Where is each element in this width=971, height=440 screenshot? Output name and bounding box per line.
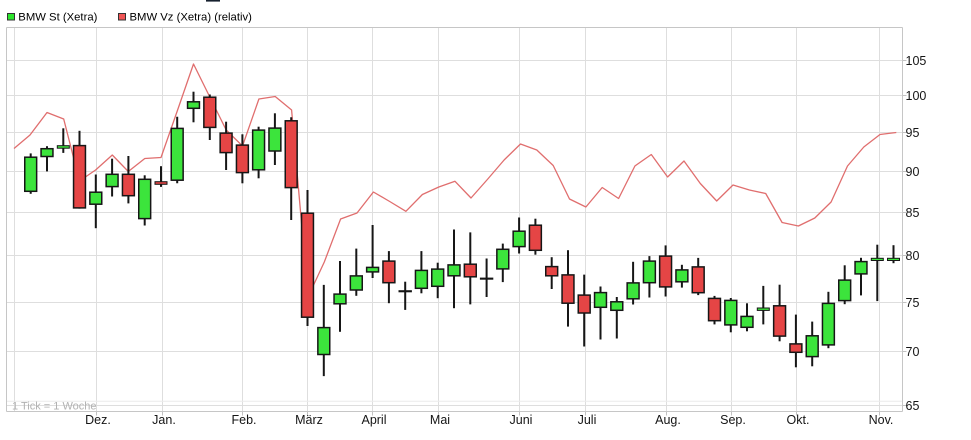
svg-text:BMW St (Xetra): BMW St (Xetra) xyxy=(18,11,97,23)
svg-text:März: März xyxy=(295,413,323,427)
svg-text:Okt.: Okt. xyxy=(787,413,810,427)
svg-text:Feb.: Feb. xyxy=(231,413,256,427)
svg-text:65: 65 xyxy=(906,399,920,413)
svg-text:BMW Vz (Xetra) (relativ): BMW Vz (Xetra) (relativ) xyxy=(130,11,253,23)
svg-text:100: 100 xyxy=(906,89,927,103)
svg-text:95: 95 xyxy=(906,126,920,140)
svg-text:Aug.: Aug. xyxy=(655,413,681,427)
svg-text:April: April xyxy=(361,413,386,427)
svg-text:Mai: Mai xyxy=(430,413,450,427)
svg-text:Juli: Juli xyxy=(578,413,597,427)
svg-text:Juni: Juni xyxy=(510,413,533,427)
svg-text:Sep.: Sep. xyxy=(720,413,746,427)
svg-text:90: 90 xyxy=(906,165,920,179)
svg-text:70: 70 xyxy=(906,345,920,359)
svg-text:Dez.: Dez. xyxy=(85,413,111,427)
svg-text:105: 105 xyxy=(906,54,927,68)
svg-text:75: 75 xyxy=(906,296,920,310)
svg-text:85: 85 xyxy=(906,206,920,220)
svg-text:Jan.: Jan. xyxy=(152,413,176,427)
svg-text:1 Tick = 1 Woche: 1 Tick = 1 Woche xyxy=(12,401,96,413)
svg-text:80: 80 xyxy=(906,249,920,263)
svg-text:Nov.: Nov. xyxy=(869,413,894,427)
